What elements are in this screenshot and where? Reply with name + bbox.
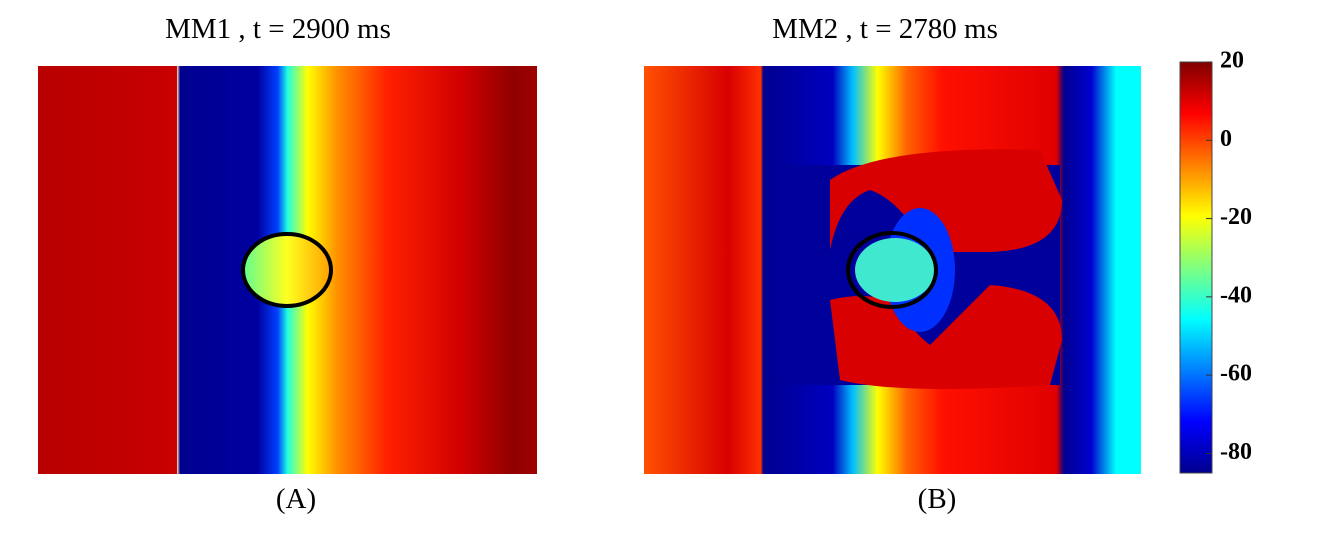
colorbar-ticks: 20 0 -20 -40 -60 -80 — [1206, 48, 1252, 465]
panel-label: (B) — [918, 483, 957, 515]
tick-label: -60 — [1220, 361, 1252, 387]
tick-label: -80 — [1220, 439, 1252, 465]
tick-label: -40 — [1220, 282, 1252, 308]
tick-label: -20 — [1220, 204, 1252, 230]
panel-title: MM2 , t = 2780 ms — [772, 13, 998, 45]
tick-label: 20 — [1220, 48, 1244, 74]
panel-title: MM1 , t = 2900 ms — [165, 13, 391, 45]
colorbar — [1179, 61, 1213, 474]
circle-marker — [241, 232, 333, 308]
tick-label: 0 — [1220, 126, 1232, 152]
panel-label: (A) — [276, 483, 316, 515]
spiral-region — [780, 149, 1062, 389]
